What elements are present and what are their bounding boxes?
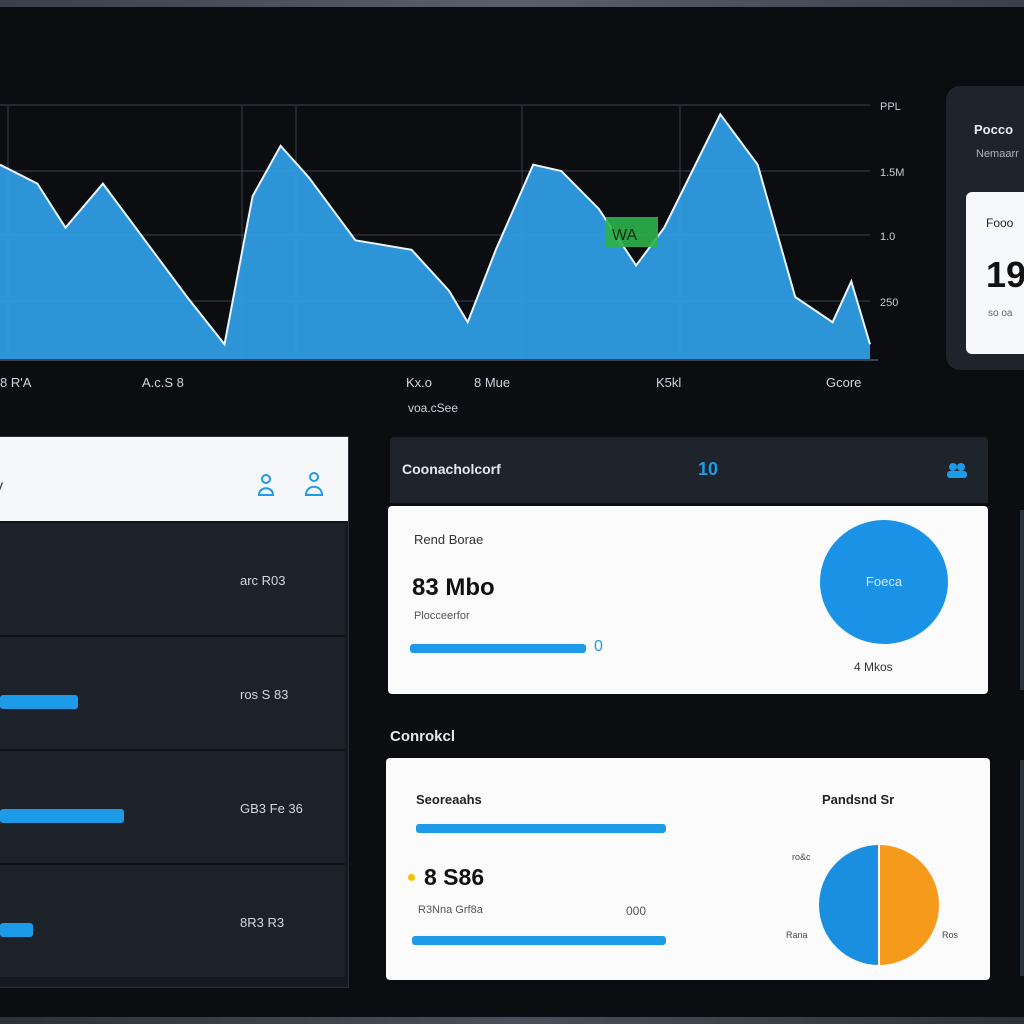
y-tick-label: 250	[880, 297, 899, 309]
breakdown-title-right: Pandsnd Sr	[822, 792, 895, 807]
row-value: GB3 Fe 36	[240, 801, 303, 816]
pie-slice-blue	[819, 845, 879, 965]
area-chart-svg: WA	[0, 104, 878, 361]
breakdown-value: 8 S86	[424, 864, 485, 890]
row-value: arc R03	[240, 573, 286, 588]
side-inner-value: 19	[986, 254, 1024, 295]
window-top-frame	[0, 0, 1024, 7]
area-series-fill	[0, 114, 870, 360]
side-card-title: Pocco	[974, 122, 1014, 137]
pie-chart[interactable]	[818, 844, 940, 966]
y-tick-label: PPL	[880, 101, 901, 113]
list-item[interactable]: GB3 Fe 36	[0, 749, 345, 863]
list-item[interactable]: arc R03	[0, 521, 345, 635]
y-tick-label: 1.0	[880, 231, 896, 243]
row-progress-bar	[0, 695, 78, 709]
list-panel: y arc R03 ros S 83 GB3 Fe 36 8R3 R3	[0, 436, 349, 988]
pie-label: ro&c	[792, 852, 811, 862]
list-item[interactable]: 8R3 R3	[0, 863, 345, 977]
breakdown-bar-bottom	[412, 936, 666, 945]
metrics-card-title: Coonacholcorf	[402, 461, 501, 477]
metrics-progress-bar	[410, 644, 586, 653]
side-inner-small: so oa	[988, 308, 1013, 319]
metrics-label: Rend Borae	[414, 532, 484, 547]
inset-highlight	[606, 217, 658, 247]
breakdown-title: Seoreaahs	[416, 792, 482, 807]
metrics-card-header: Coonacholcorf 10	[390, 437, 988, 503]
row-progress-bar	[0, 809, 124, 823]
x-tick-label: K5kl	[656, 375, 682, 390]
x-tick-label: Gcore	[826, 375, 862, 390]
list-header-label: y	[0, 477, 3, 493]
inset-label: WA	[612, 227, 638, 244]
window-bottom-frame	[0, 1017, 1024, 1024]
list-panel-header: y	[0, 437, 348, 521]
breakdown-subtext: R3Nna Grf8a	[418, 904, 483, 916]
row-value: ros S 83	[240, 687, 289, 702]
x-axis-caption: voa.cSee	[408, 401, 459, 415]
user-icon[interactable]	[256, 471, 276, 497]
users-group-icon[interactable]	[946, 461, 968, 479]
side-card-subtitle: Nemaarr	[976, 148, 1019, 160]
breakdown-subtext-right: 000	[626, 904, 647, 918]
list-item[interactable]: ros S 83	[0, 635, 345, 749]
circle-badge-text: Foeca	[865, 574, 903, 589]
row-value: 8R3 R3	[240, 915, 285, 930]
main-area-chart: WA PPL 1.5M 1.0 250 8 R'A A.c.S 8 Kx.o 8…	[0, 95, 930, 420]
x-tick-label: Kx.o	[406, 375, 433, 390]
metrics-circle-badge[interactable]: Foeca	[820, 520, 948, 644]
area-series-line	[0, 112, 871, 347]
breakdown-bar-top	[416, 824, 666, 833]
pie-label: Rana	[786, 930, 808, 940]
metrics-value: 83 Mbo	[412, 574, 495, 601]
metrics-subtext: Plocceerfor	[414, 610, 470, 622]
y-tick-label: 1.5M	[880, 167, 905, 179]
side-inner-label: Fooo	[986, 216, 1014, 230]
x-tick-label: A.c.S 8	[142, 375, 184, 390]
pie-slice-orange	[879, 845, 939, 965]
circle-caption: 4 Mkos	[854, 660, 893, 674]
x-tick-label: 8 R'A	[0, 375, 32, 390]
right-edge-panel	[1020, 510, 1024, 690]
metrics-card-count: 10	[698, 459, 719, 479]
breakdown-card[interactable]: Seoreaahs Pandsnd Sr 8 S86 R3Nna Grf8a 0…	[386, 758, 990, 980]
pie-label: Ros	[942, 930, 959, 940]
metrics-card[interactable]: Rend Borae 83 Mbo Plocceerfor 0 Foeca 4 …	[388, 506, 988, 694]
right-edge-panel	[1020, 760, 1024, 976]
status-dot-icon	[408, 874, 415, 881]
side-card-inner: Fooo 19 so oa	[966, 192, 1024, 354]
summary-side-card[interactable]: Pocco Nemaarr Fooo 19 so oa	[946, 86, 1024, 370]
profile-icon[interactable]	[304, 471, 324, 497]
metrics-progress-end: 0	[594, 638, 603, 655]
section-heading: Conrokcl	[390, 728, 456, 745]
x-tick-label: 8 Mue	[474, 375, 511, 390]
row-progress-bar	[0, 923, 33, 937]
